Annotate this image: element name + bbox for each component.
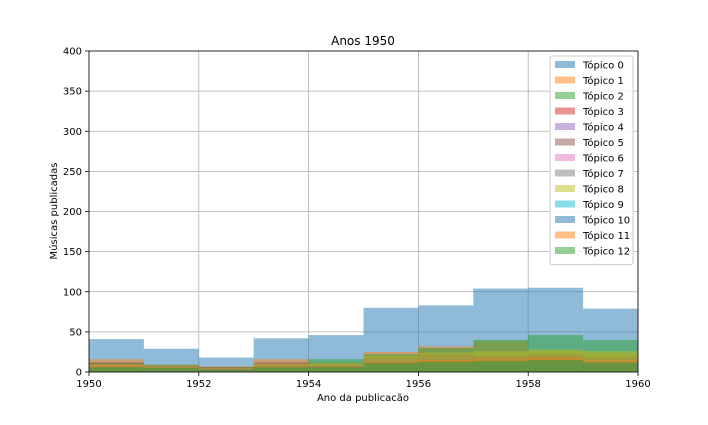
histogram-bar — [198, 369, 254, 372]
legend-swatch — [555, 154, 575, 161]
y-tick-label: 50 — [69, 327, 82, 338]
legend-swatch — [555, 231, 575, 239]
histogram-bar — [253, 367, 309, 372]
legend-swatch — [555, 92, 575, 99]
x-axis-label: Ano da publicacão — [317, 393, 409, 404]
legend-swatch — [555, 200, 575, 208]
x-tick-label: 1952 — [186, 379, 211, 390]
y-tick-label: 300 — [63, 127, 82, 138]
legend-swatch — [555, 107, 575, 115]
histogram-bar — [418, 361, 474, 372]
legend-label: Tópico 8 — [582, 184, 624, 196]
histogram-bar — [308, 367, 364, 372]
legend-label: Tópico 12 — [582, 246, 630, 258]
legend-swatch — [555, 76, 575, 84]
bars-layer — [89, 287, 638, 372]
y-tick-label: 0 — [76, 368, 82, 379]
legend: Tópico 0 Tópico 1 Tópico 2 Tópico 3 Tópico 4… — [549, 55, 634, 265]
legend-label: Tópico 5 — [582, 137, 624, 149]
legend-swatch — [555, 138, 575, 146]
legend-label: Tópico 0 — [582, 60, 624, 72]
histogram-bar — [583, 362, 638, 372]
histogram-bar — [473, 360, 529, 372]
series-12 — [89, 359, 638, 372]
legend-label: Tópico 9 — [582, 199, 624, 211]
legend-label: Tópico 11 — [582, 230, 630, 242]
histogram-bar — [528, 359, 584, 372]
axis-ticks: 1950 1952 1954 1956 1958 1960 0 50 100 150 200 250 3… — [63, 47, 651, 391]
legend-swatch — [555, 123, 575, 130]
legend-swatch — [555, 169, 575, 177]
legend-swatch — [555, 185, 575, 192]
x-tick-label: 1958 — [515, 379, 540, 390]
y-tick-label: 150 — [63, 247, 82, 258]
y-tick-label: 200 — [63, 207, 82, 218]
legend-label: Tópico 2 — [582, 91, 624, 103]
x-tick-label: 1960 — [625, 379, 650, 390]
legend-swatch — [555, 61, 575, 68]
legend-label: Tópico 3 — [582, 106, 624, 118]
legend-label: Tópico 10 — [582, 215, 630, 227]
y-tick-label: 250 — [63, 167, 82, 178]
x-tick-label: 1956 — [406, 379, 431, 390]
legend-label: Tópico 6 — [582, 153, 624, 165]
histogram-bar — [363, 363, 419, 372]
y-tick-label: 400 — [63, 47, 82, 58]
histogram-bar — [89, 367, 144, 372]
histogram-bar — [143, 367, 199, 372]
y-tick-label: 350 — [63, 87, 82, 98]
legend-label: Tópico 7 — [582, 168, 624, 180]
y-axis-label: Músicas publicadas — [48, 163, 60, 260]
legend-swatch — [555, 216, 575, 223]
chart-title: Anos 1950 — [331, 34, 395, 48]
legend-swatch — [555, 247, 575, 254]
x-tick-label: 1950 — [76, 379, 101, 390]
x-tick-label: 1954 — [296, 379, 321, 390]
y-tick-label: 100 — [63, 287, 82, 298]
legend-label: Tópico 1 — [582, 75, 624, 87]
legend-label: Tópico 4 — [582, 122, 624, 134]
